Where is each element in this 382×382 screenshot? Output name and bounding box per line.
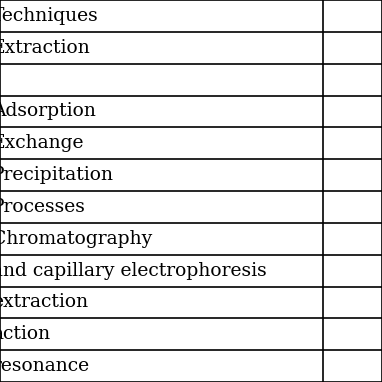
Text: Adsorption: Adsorption — [0, 102, 96, 120]
Text: action: action — [0, 325, 50, 343]
Text: Chromatography: Chromatography — [0, 230, 153, 248]
Text: and capillary electrophoresis: and capillary electrophoresis — [0, 262, 267, 280]
Text: Techniques: Techniques — [0, 7, 99, 25]
Text: Precipitation: Precipitation — [0, 166, 114, 184]
Text: Exchange: Exchange — [0, 134, 85, 152]
Text: resonance: resonance — [0, 357, 89, 375]
Text: extraction: extraction — [0, 293, 89, 311]
Text: Processes: Processes — [0, 198, 86, 216]
Text: Extraction: Extraction — [0, 39, 91, 57]
